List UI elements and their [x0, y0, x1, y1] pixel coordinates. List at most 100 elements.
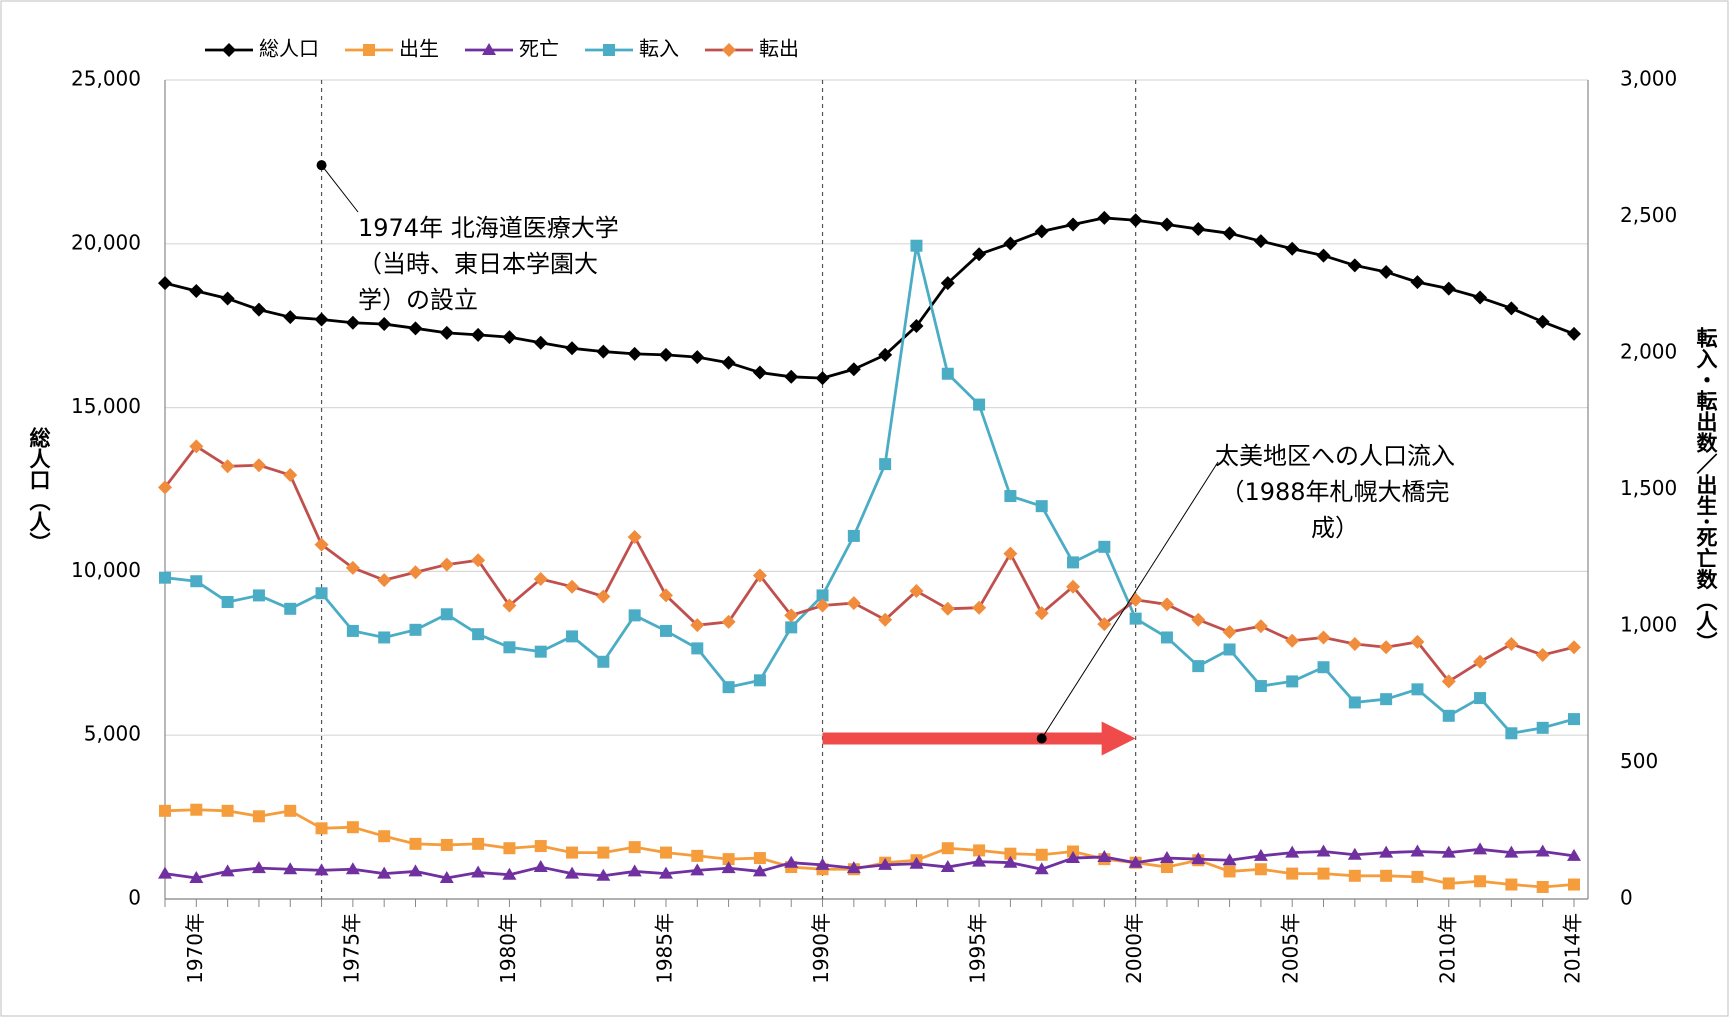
- y-tick-label: 20,000: [71, 230, 141, 254]
- annotation-text: 学）の設立: [358, 286, 478, 314]
- x-tick-label: 2014年: [1561, 913, 1585, 984]
- marker: [284, 804, 297, 817]
- x-tick-label: 2010年: [1435, 913, 1459, 984]
- annotation-text: （1988年札幌大橋完: [1220, 478, 1449, 506]
- marker: [471, 327, 486, 342]
- marker: [1223, 643, 1236, 656]
- marker: [345, 862, 360, 875]
- marker: [1254, 680, 1267, 693]
- marker: [1568, 878, 1580, 891]
- marker: [566, 630, 579, 643]
- marker: [439, 557, 454, 572]
- x-tick-label: 1985年: [652, 913, 676, 984]
- annotation-leader: [321, 164, 359, 213]
- marker: [1067, 556, 1080, 569]
- marker: [189, 870, 204, 883]
- marker: [1034, 862, 1049, 875]
- marker: [251, 302, 266, 317]
- marker: [1442, 877, 1455, 890]
- marker: [378, 631, 391, 644]
- legend-marker: [722, 43, 736, 57]
- marker: [503, 641, 516, 654]
- y2-tick-label: 3,000: [1620, 67, 1677, 91]
- annotation-point: [316, 160, 327, 171]
- marker: [1316, 844, 1331, 857]
- marker: [440, 608, 453, 621]
- legend-label: 総人口: [259, 37, 319, 61]
- marker: [1410, 634, 1425, 649]
- marker: [1380, 869, 1393, 882]
- marker: [221, 804, 234, 817]
- marker: [722, 853, 735, 866]
- legend-marker: [222, 43, 236, 57]
- marker: [409, 837, 422, 850]
- marker: [815, 857, 830, 870]
- marker: [1348, 869, 1361, 882]
- marker: [440, 838, 453, 851]
- marker: [721, 861, 736, 874]
- marker: [1568, 713, 1580, 726]
- marker: [1441, 281, 1456, 296]
- marker: [1285, 241, 1300, 256]
- marker: [1567, 326, 1581, 341]
- marker: [909, 856, 924, 869]
- marker: [691, 849, 704, 862]
- marker: [220, 459, 235, 474]
- x-tick-label: 1995年: [966, 913, 990, 984]
- marker: [909, 584, 924, 599]
- marker: [816, 589, 829, 602]
- marker: [190, 803, 203, 816]
- marker: [346, 821, 359, 834]
- marker: [439, 325, 454, 340]
- marker: [1285, 845, 1300, 858]
- marker: [1411, 870, 1424, 883]
- marker: [1285, 633, 1300, 648]
- marker: [1159, 597, 1174, 612]
- arrow: [822, 721, 1136, 756]
- marker: [502, 867, 517, 880]
- marker: [408, 565, 423, 580]
- marker: [815, 598, 830, 613]
- marker: [1253, 234, 1268, 249]
- marker: [533, 335, 548, 350]
- marker: [752, 568, 767, 583]
- marker: [1034, 606, 1049, 621]
- marker: [1066, 217, 1081, 232]
- marker: [158, 276, 172, 291]
- y2-tick-label: 1,000: [1620, 613, 1677, 637]
- marker: [472, 837, 485, 850]
- series-line: [163, 444, 1575, 683]
- series-line: [164, 216, 1575, 380]
- marker: [378, 830, 391, 843]
- marker: [190, 575, 203, 588]
- marker: [878, 857, 893, 870]
- marker: [940, 860, 955, 873]
- marker: [1253, 619, 1268, 634]
- marker: [1410, 844, 1425, 857]
- marker: [1192, 660, 1205, 673]
- marker: [627, 530, 642, 545]
- marker: [752, 365, 767, 380]
- marker: [941, 367, 954, 380]
- marker: [472, 628, 485, 641]
- legend-label: 転出: [759, 37, 799, 61]
- marker: [502, 598, 517, 613]
- marker: [1097, 849, 1112, 862]
- marker: [940, 276, 955, 291]
- marker: [658, 347, 673, 362]
- marker: [878, 612, 893, 627]
- y2-tick-label: 1,500: [1620, 476, 1677, 500]
- marker: [315, 587, 328, 600]
- marker: [879, 458, 892, 471]
- y-tick-label: 0: [128, 886, 141, 910]
- marker: [503, 842, 516, 855]
- marker: [628, 841, 641, 854]
- annotation-text: （当時、東日本学園大: [358, 250, 598, 278]
- marker: [314, 312, 329, 327]
- y2-axis-title: 転入・転出数／出生･死亡数（人）: [1694, 327, 1718, 653]
- marker: [1348, 696, 1361, 709]
- marker: [221, 595, 234, 608]
- marker: [1473, 290, 1488, 305]
- marker: [846, 861, 861, 874]
- marker: [314, 537, 329, 552]
